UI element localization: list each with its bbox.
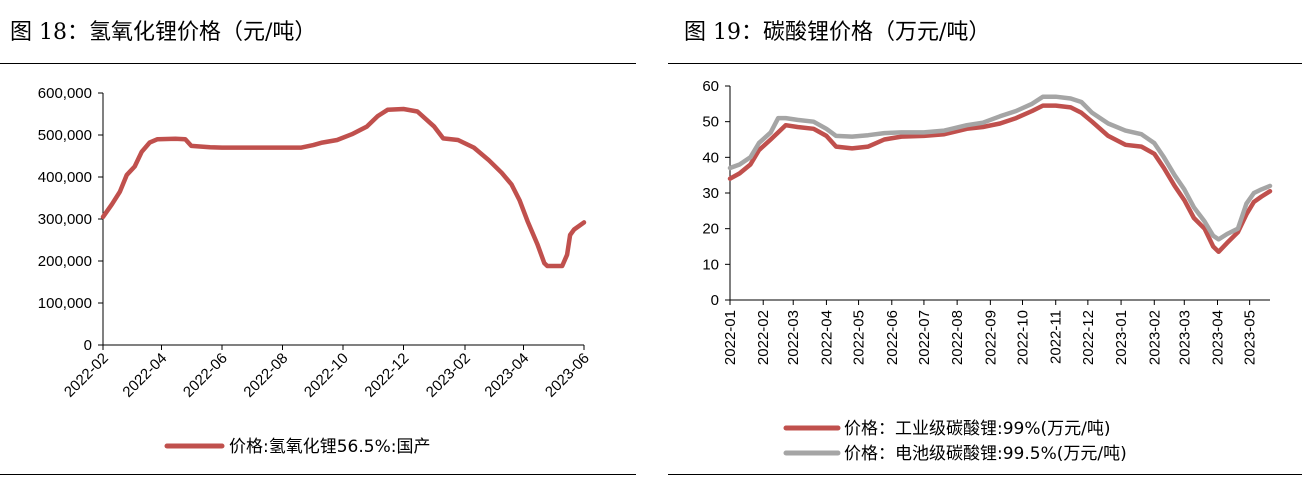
- y-tick-label: 0: [711, 292, 719, 309]
- figure-18-title: 图 18：氢氧化锂价格（元/吨）: [10, 20, 317, 45]
- y-tick-label: 100,000: [38, 295, 92, 312]
- figure-19-title: 图 19：碳酸锂价格（万元/吨）: [684, 20, 991, 45]
- x-tick-label: 2023-04: [481, 350, 532, 401]
- y-tick-label: 200,000: [38, 253, 92, 270]
- y-tick-label: 30: [702, 185, 719, 202]
- x-tick-label: 2022-06: [884, 310, 901, 365]
- figure-19-top-rule: [668, 63, 1302, 64]
- y-tick-label: 10: [702, 256, 719, 273]
- x-tick-label: 2023-01: [1113, 310, 1130, 365]
- x-tick-label: 2022-04: [119, 350, 170, 401]
- x-tick-label: 2022-04: [818, 310, 835, 365]
- x-tick-label: 2022-03: [785, 310, 802, 365]
- lithium-hydroxide-price-chart: 0 100,000 200,000 300,000 400,000 500,000 600,…: [38, 85, 593, 457]
- x-tick-label: 2023-03: [1176, 310, 1193, 365]
- x-tick-label: 2022-10: [1015, 310, 1032, 365]
- x-tick-label: 2022-12: [361, 350, 412, 401]
- y-tick-label: 40: [702, 149, 719, 166]
- x-tick-label: 2022-08: [240, 350, 291, 401]
- figure-18-top-rule: [0, 63, 636, 64]
- y-tick-label: 400,000: [38, 169, 92, 186]
- x-tick-label: 2022-10: [301, 350, 352, 401]
- figure-19-bottom-rule: [668, 474, 1302, 475]
- legend-label: 价格:氢氧化锂56.5%:国产: [229, 437, 430, 457]
- x-tick-label: 2022-02: [755, 310, 772, 365]
- legend-label: 价格：电池级碳酸锂:99.5%(万元/吨): [844, 444, 1127, 464]
- x-tick-label: 2023-04: [1210, 310, 1227, 365]
- y-tick-label: 0: [84, 337, 92, 354]
- lithium-carbonate-price-chart: 0 10 20 30 40 50 60 2022-01 2022-02 2022-03 2022-0…: [702, 78, 1273, 464]
- x-tick-label: 2022-12: [1080, 310, 1097, 365]
- series-line-1: [727, 103, 1273, 255]
- x-tick-label: 2022-05: [851, 310, 868, 365]
- x-tick-label: 2022-07: [916, 310, 933, 365]
- x-tick-label: 2022-09: [982, 310, 999, 365]
- y-tick-label: 50: [702, 114, 719, 131]
- y-tick-label: 500,000: [38, 127, 92, 144]
- x-tick-label: 2023-06: [542, 350, 593, 401]
- x-tick-label: 2022-02: [61, 350, 112, 401]
- x-tick-label: 2023-02: [423, 350, 474, 401]
- figure-19-panel: 图 19：碳酸锂价格（万元/吨） 0 10 20 30 40 50 60 2022-01 202…: [668, 0, 1306, 477]
- x-tick-label: 2023-05: [1242, 310, 1259, 365]
- x-tick-label: 2022-06: [180, 350, 231, 401]
- x-tick-label: 2022-01: [722, 310, 739, 365]
- series-line-2: [727, 94, 1273, 242]
- series-line-1: [100, 106, 587, 269]
- y-tick-label: 20: [702, 221, 719, 238]
- x-tick-label: 2023-02: [1146, 310, 1163, 365]
- x-tick-label: 2022-11: [1048, 310, 1065, 364]
- figure-18-bottom-rule: [0, 474, 636, 475]
- y-tick-label: 300,000: [38, 211, 92, 228]
- y-tick-label: 600,000: [38, 85, 92, 102]
- x-tick-label: 2022-08: [949, 310, 966, 365]
- figure-18-panel: 图 18：氢氧化锂价格（元/吨） 0 100,000 200,000 300,000 4…: [0, 0, 640, 477]
- y-tick-label: 60: [702, 78, 719, 95]
- legend-label: 价格：工业级碳酸锂:99%(万元/吨): [844, 419, 1111, 439]
